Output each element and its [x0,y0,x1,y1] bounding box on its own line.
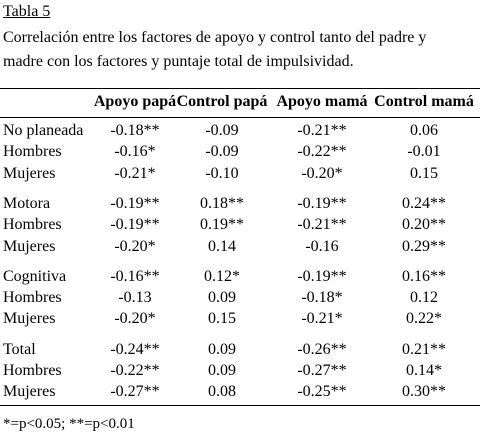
cell: -0.24** [110,340,160,358]
cell: -0.21** [297,122,347,139]
cell: -0.16 [305,237,339,255]
cell: 0.21** [402,340,446,358]
cell: 0.12* [204,267,240,285]
footnote: *=p<0.05; **=p<0.01 [3,416,135,432]
header-rule [0,117,480,118]
cell: 0.15 [208,310,236,328]
cell: -0.19** [110,216,160,234]
column-header: Apoyo papá [93,93,177,110]
cell: -0.25** [297,383,347,401]
cell: 0.16** [402,267,446,285]
cell: -0.21* [301,310,343,328]
cell: 0.24** [402,194,446,212]
cell: -0.09 [205,143,239,161]
cell: -0.27** [110,383,160,401]
row-label: Hombres [3,216,62,234]
cell: 0.29** [402,237,446,255]
cell: 0.09 [208,340,236,358]
cell: -0.19** [297,194,347,212]
cell: -0.27** [297,362,347,379]
row-label: Mujeres [3,383,56,401]
row-label: Motora [3,194,51,212]
cell: 0.22* [406,310,442,328]
top-rule [0,88,480,89]
cell: -0.01 [407,143,441,161]
row-label: Cognitiva [3,267,67,285]
cell: -0.09 [205,122,239,139]
cell: 0.15 [410,164,438,182]
cell: -0.16* [114,143,156,161]
column-header: Control papá [176,93,268,110]
table-title: Correlación entre los factores de apoyo … [3,29,427,46]
cell: -0.20* [114,310,156,328]
column-header: Apoyo mamá [276,93,368,110]
cell: -0.16** [110,267,160,285]
cell: 0.19** [200,216,244,234]
cell: -0.21** [297,216,347,234]
cell: 0.20** [402,216,446,234]
cell: 0.14* [406,362,442,379]
cell: -0.18* [301,289,343,307]
cell: -0.26** [297,340,347,358]
cell: 0.30** [402,383,446,401]
row-label: Hombres [3,362,62,379]
row-label: Mujeres [3,237,56,255]
cell: -0.21* [114,164,156,182]
cell: -0.19** [297,267,347,285]
cell: 0.08 [208,383,236,401]
row-label: Mujeres [3,164,56,182]
row-label: Total [3,340,36,358]
cell: -0.20* [301,164,343,182]
row-label: Hombres [3,143,62,161]
cell: -0.13 [118,289,152,307]
table-title: madre con los factores y puntaje total d… [3,53,354,70]
cell: -0.20* [114,237,156,255]
cell: 0.06 [410,122,438,139]
cell: -0.19** [110,194,160,212]
cell: -0.18** [110,122,160,139]
column-header: Control mamá [374,93,474,110]
cell: 0.09 [208,362,236,379]
bottom-rule [0,405,480,406]
cell: 0.09 [208,289,236,307]
cell: -0.10 [205,164,239,182]
cell: 0.18** [200,194,244,212]
cell: -0.22** [110,362,160,379]
cell: 0.12 [410,289,438,307]
row-label: No planeada [3,122,84,139]
row-label: Hombres [3,289,62,307]
cell: -0.22** [297,143,347,161]
row-label: Mujeres [3,310,56,328]
table-label: Tabla 5 [3,3,51,20]
cell: 0.14 [208,237,236,255]
